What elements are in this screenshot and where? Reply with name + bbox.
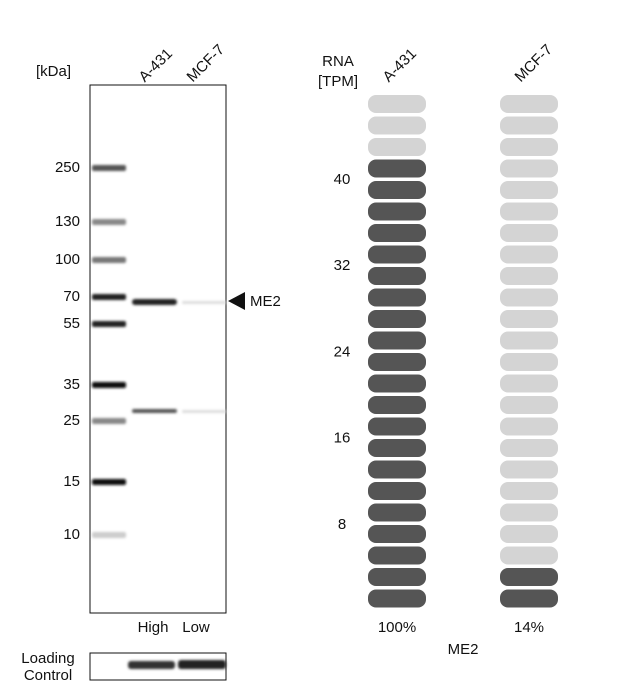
filled-segment bbox=[368, 288, 426, 307]
percent-label: 100% bbox=[378, 619, 416, 636]
filled-segment bbox=[368, 159, 426, 178]
empty-segment bbox=[368, 116, 426, 135]
tick-label: 24 bbox=[334, 343, 351, 360]
loading-label: Control bbox=[24, 667, 72, 684]
ladder-band bbox=[92, 165, 126, 171]
band bbox=[132, 299, 177, 305]
loading-band bbox=[178, 660, 226, 669]
empty-segment bbox=[500, 159, 558, 178]
level-label: Low bbox=[182, 619, 210, 636]
gene-label: ME2 bbox=[448, 641, 479, 658]
empty-segment bbox=[368, 95, 426, 113]
empty-segment bbox=[500, 310, 558, 328]
empty-segment bbox=[500, 439, 558, 457]
lane-label: MCF-7 bbox=[184, 41, 228, 85]
loading-band bbox=[128, 661, 175, 669]
filled-segment bbox=[368, 568, 426, 586]
empty-segment bbox=[500, 353, 558, 371]
band bbox=[132, 409, 177, 413]
marker-label: 70 bbox=[63, 288, 80, 305]
filled-segment bbox=[368, 546, 426, 565]
percent-label: 14% bbox=[514, 619, 544, 636]
tick-label: 8 bbox=[338, 516, 346, 533]
empty-segment bbox=[500, 525, 558, 543]
marker-label: 55 bbox=[63, 315, 80, 332]
empty-segment bbox=[500, 95, 558, 113]
empty-segment bbox=[500, 224, 558, 242]
filled-segment bbox=[368, 503, 426, 522]
empty-segment bbox=[500, 116, 558, 135]
filled-segment bbox=[368, 460, 426, 479]
filled-segment bbox=[368, 310, 426, 328]
empty-segment bbox=[500, 482, 558, 500]
filled-segment bbox=[368, 224, 426, 242]
dynamic: 250 130 100 70 55 35 25 15 10 A-431 100% MCF-7 14% 40… bbox=[55, 41, 558, 636]
ladder-band bbox=[92, 418, 126, 424]
lane-label: A-431 bbox=[136, 45, 176, 85]
ladder-band bbox=[92, 532, 126, 538]
axis-label: [TPM] bbox=[318, 73, 358, 90]
target-label: ME2 bbox=[250, 293, 281, 310]
arrow bbox=[228, 292, 245, 310]
filled-segment bbox=[368, 202, 426, 221]
ladder-band bbox=[92, 382, 126, 388]
filled-segment bbox=[368, 267, 426, 285]
marker-label: 35 bbox=[63, 376, 80, 393]
column-label: MCF-7 bbox=[512, 41, 556, 85]
marker-label: 10 bbox=[63, 526, 80, 543]
axis-label: RNA bbox=[322, 53, 354, 70]
band bbox=[182, 301, 226, 304]
unit-label: [kDa] bbox=[36, 63, 71, 80]
ladder bbox=[92, 165, 126, 538]
empty-segment bbox=[500, 288, 558, 307]
tick-label: 16 bbox=[334, 430, 351, 447]
filled-segment bbox=[368, 396, 426, 414]
empty-segment bbox=[500, 202, 558, 221]
filled-segment bbox=[368, 245, 426, 264]
filled-segment bbox=[368, 353, 426, 371]
marker-label: 250 bbox=[55, 159, 80, 176]
filled-segment bbox=[368, 482, 426, 500]
tick-label: 40 bbox=[334, 171, 351, 188]
empty-segment bbox=[500, 460, 558, 479]
ladder-band bbox=[92, 219, 126, 225]
empty-segment bbox=[500, 245, 558, 264]
marker-label: 100 bbox=[55, 251, 80, 268]
empty-segment bbox=[500, 396, 558, 414]
empty-segment bbox=[500, 138, 558, 156]
filled-segment bbox=[500, 589, 558, 608]
filled-segment bbox=[368, 589, 426, 608]
empty-segment bbox=[500, 417, 558, 436]
ladder-band bbox=[92, 321, 126, 327]
column-label: A-431 bbox=[380, 45, 420, 85]
empty-segment bbox=[500, 374, 558, 393]
ladder-band bbox=[92, 479, 126, 485]
ladder-band bbox=[92, 257, 126, 263]
filled-segment bbox=[368, 417, 426, 436]
band bbox=[182, 410, 226, 413]
empty-segment bbox=[500, 181, 558, 199]
empty-segment bbox=[500, 546, 558, 565]
filled-segment bbox=[368, 525, 426, 543]
filled-segment bbox=[368, 439, 426, 457]
filled-segment bbox=[368, 331, 426, 350]
blot-frame bbox=[89, 84, 227, 614]
level-label: High bbox=[138, 619, 169, 636]
ladder-band bbox=[92, 294, 126, 300]
empty-segment bbox=[500, 331, 558, 350]
blot-bands bbox=[128, 299, 226, 669]
filled-segment bbox=[368, 374, 426, 393]
filled-segment bbox=[368, 181, 426, 199]
loading-label: Loading bbox=[21, 650, 74, 667]
marker-label: 25 bbox=[63, 412, 80, 429]
empty-segment bbox=[500, 503, 558, 522]
empty-segment bbox=[500, 267, 558, 285]
tick-label: 32 bbox=[334, 257, 351, 274]
marker-label: 15 bbox=[63, 473, 80, 490]
empty-segment bbox=[368, 138, 426, 156]
filled-segment bbox=[500, 568, 558, 586]
marker-label: 130 bbox=[55, 213, 80, 230]
